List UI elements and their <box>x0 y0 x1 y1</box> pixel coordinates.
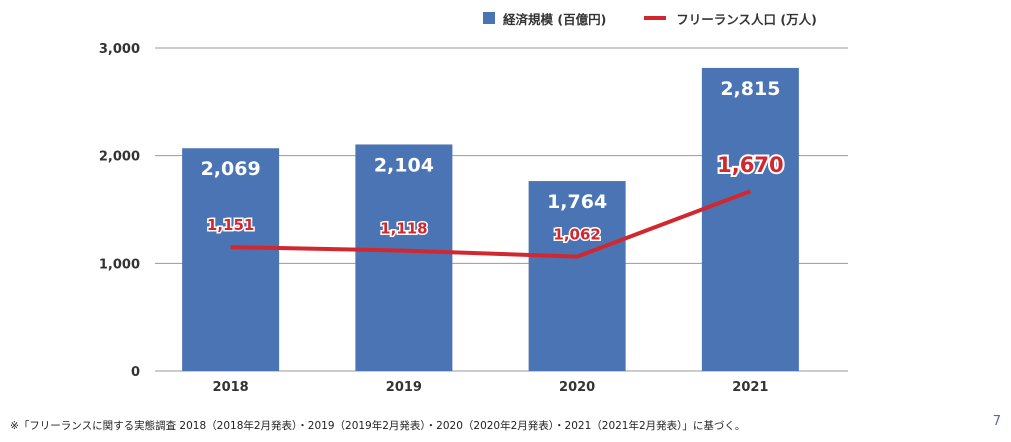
x-tick-label: 2021 <box>732 380 768 395</box>
legend-item-line: フリーランス人口 (万人) <box>644 9 817 28</box>
legend: 経済規模 (百億円) フリーランス人口 (万人) <box>483 8 855 28</box>
line-value-label: 1,670 <box>717 153 783 177</box>
legend-item-bar: 経済規模 (百億円) <box>483 9 606 28</box>
y-tick-label: 3,000 <box>99 42 140 57</box>
bars <box>182 67 799 371</box>
y-tick-label: 0 <box>131 365 140 380</box>
x-tick-label: 2019 <box>386 380 422 395</box>
legend-label-bar: 経済規模 (百億円) <box>503 11 607 27</box>
population-line <box>230 189 752 259</box>
population-line-path <box>230 189 752 259</box>
legend-swatch-bar <box>483 12 495 24</box>
line-value-label: 1,118 <box>380 220 427 238</box>
footnote: ※「フリーランスに関する実態調査 2018（2018年2月発表）・2019（20… <box>10 420 746 432</box>
bar <box>182 148 280 371</box>
bar-value-label: 2,104 <box>374 154 434 176</box>
data-labels: 2,069 2,104 1,764 2,815 1,151 1,118 1,062 1,670 <box>201 78 786 245</box>
legend-label-line: フリーランス人口 (万人) <box>676 11 817 27</box>
bar-value-label: 1,764 <box>547 191 607 213</box>
bar <box>355 144 453 371</box>
page-number: 7 <box>992 414 1001 429</box>
legend-swatch-line <box>644 16 667 20</box>
y-tick-label: 1,000 <box>99 257 140 272</box>
x-tick-label: 2020 <box>559 380 595 395</box>
axis-labels: 0 1,000 2,000 3,000 2018 2019 2020 2021 <box>99 42 769 395</box>
bar-value-label: 2,069 <box>201 158 261 180</box>
y-tick-label: 2,000 <box>99 150 140 165</box>
bar-value-label: 2,815 <box>720 78 780 100</box>
bar <box>528 181 626 371</box>
bar <box>701 67 799 371</box>
line-value-label: 1,151 <box>207 216 254 234</box>
line-value-label: 1,062 <box>553 226 600 244</box>
x-tick-label: 2018 <box>213 380 249 395</box>
